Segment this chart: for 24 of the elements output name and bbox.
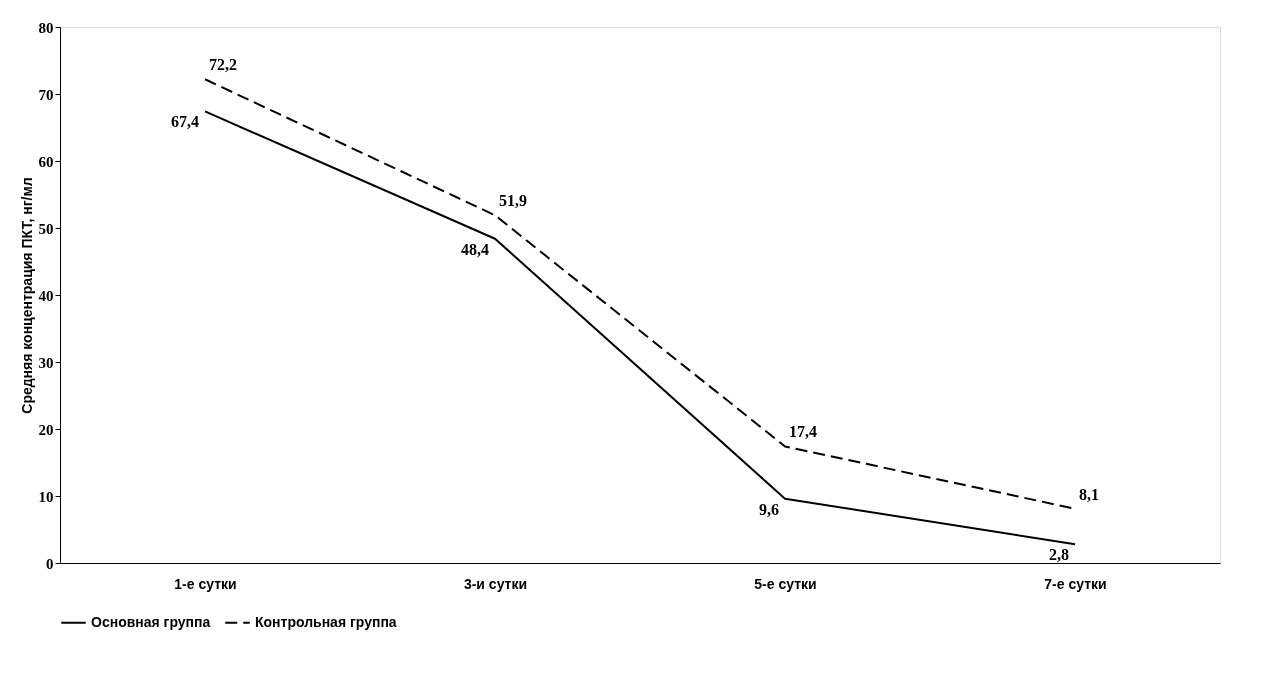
legend-label: Контрольная группа (255, 613, 397, 630)
x-tick-label: 5-е сутки (754, 575, 817, 592)
data-label: 67,4 (171, 113, 199, 131)
y-tick-label: 10 (38, 488, 54, 505)
y-axis-title: Средняя концентрация ПКТ, нг/мл (18, 177, 35, 414)
data-label: 2,8 (1049, 546, 1069, 564)
x-tick-label: 1-е сутки (174, 575, 237, 592)
y-tick-label: 50 (38, 220, 54, 237)
y-tick-label: 60 (38, 153, 54, 170)
legend-label: Основная группа (91, 613, 211, 630)
y-tick-label: 20 (38, 421, 54, 438)
y-tick-label: 0 (46, 555, 54, 572)
data-label: 51,9 (499, 192, 527, 210)
y-tick-label: 40 (38, 287, 54, 304)
data-label: 17,4 (789, 423, 817, 441)
y-tick-label: 80 (38, 19, 54, 36)
data-label: 48,4 (461, 240, 489, 258)
y-tick-label: 30 (38, 354, 54, 371)
y-tick-label: 70 (38, 86, 54, 103)
x-tick-label: 7-е сутки (1044, 575, 1107, 592)
data-label: 9,6 (759, 500, 779, 518)
data-label: 8,1 (1079, 485, 1099, 503)
data-label: 72,2 (209, 56, 237, 74)
x-tick-label: 3-и сутки (463, 575, 528, 592)
